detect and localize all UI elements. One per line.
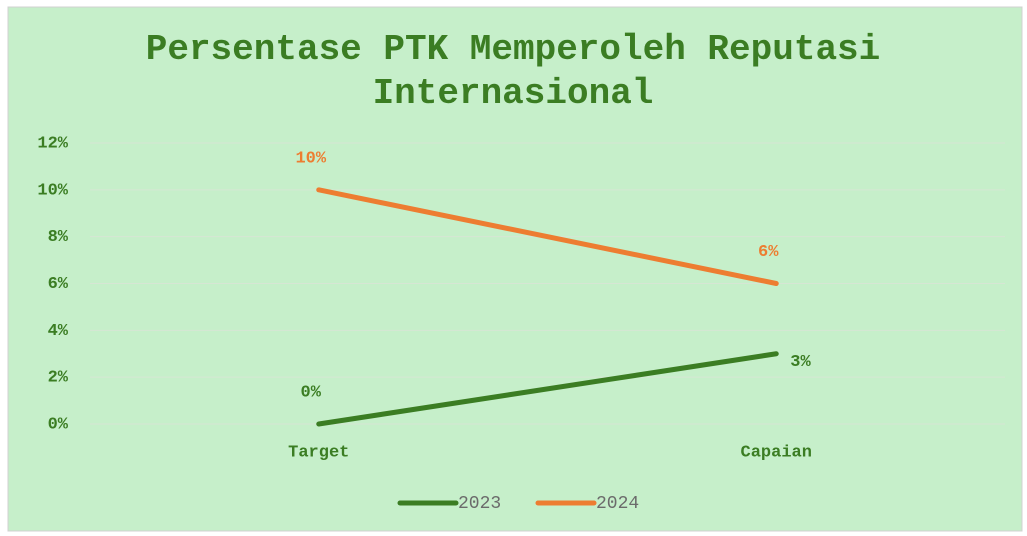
- y-tick-label: 0%: [48, 415, 69, 434]
- y-tick-label: 6%: [48, 275, 69, 294]
- y-tick-label: 12%: [37, 134, 68, 153]
- legend-label: 2023: [458, 494, 501, 514]
- chart-title: Persentase PTK Memperoleh Reputasi Inter…: [145, 29, 881, 114]
- x-tick-label: Target: [288, 443, 349, 462]
- y-tick-label: 8%: [48, 228, 69, 247]
- data-label: 6%: [758, 243, 779, 262]
- data-label: 10%: [295, 149, 326, 168]
- line-series: [316, 351, 779, 427]
- data-label: 0%: [301, 383, 322, 402]
- chart-background: [7, 6, 1023, 532]
- x-tick-label: Capaian: [741, 443, 812, 462]
- y-tick-label: 2%: [48, 369, 69, 388]
- y-tick-label: 10%: [37, 181, 68, 200]
- legend-label: 2024: [596, 494, 639, 514]
- data-label: 3%: [790, 353, 811, 372]
- y-tick-label: 4%: [48, 322, 69, 341]
- line-series: [316, 187, 779, 286]
